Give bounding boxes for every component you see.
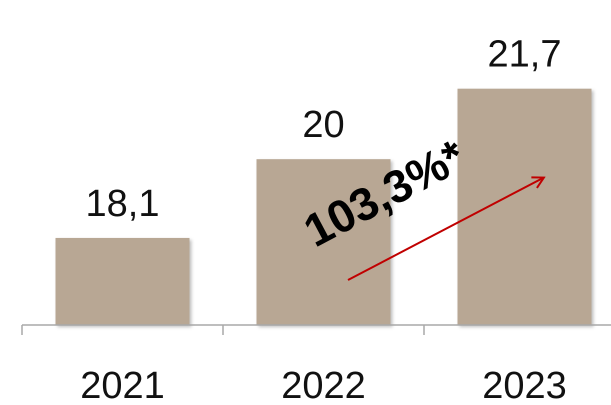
growth-arrow bbox=[347, 178, 543, 281]
x-axis bbox=[21, 324, 611, 335]
value-label-2021: 18,1 bbox=[86, 183, 160, 225]
category-labels-group: 2021 2022 2023 bbox=[80, 365, 567, 405]
bar-2023 bbox=[457, 88, 592, 325]
x-axis-ticks bbox=[21, 325, 425, 335]
bar-2022 bbox=[256, 159, 391, 325]
category-label-2022: 2022 bbox=[281, 365, 366, 405]
bars-group bbox=[55, 88, 592, 325]
value-label-2023: 21,7 bbox=[488, 34, 562, 76]
bar-2021 bbox=[55, 237, 190, 325]
category-label-2021: 2021 bbox=[80, 365, 165, 405]
category-label-2023: 2023 bbox=[482, 365, 567, 405]
value-labels-group: 18,1 20 21,7 bbox=[86, 34, 562, 225]
value-label-2022: 20 bbox=[302, 104, 344, 146]
